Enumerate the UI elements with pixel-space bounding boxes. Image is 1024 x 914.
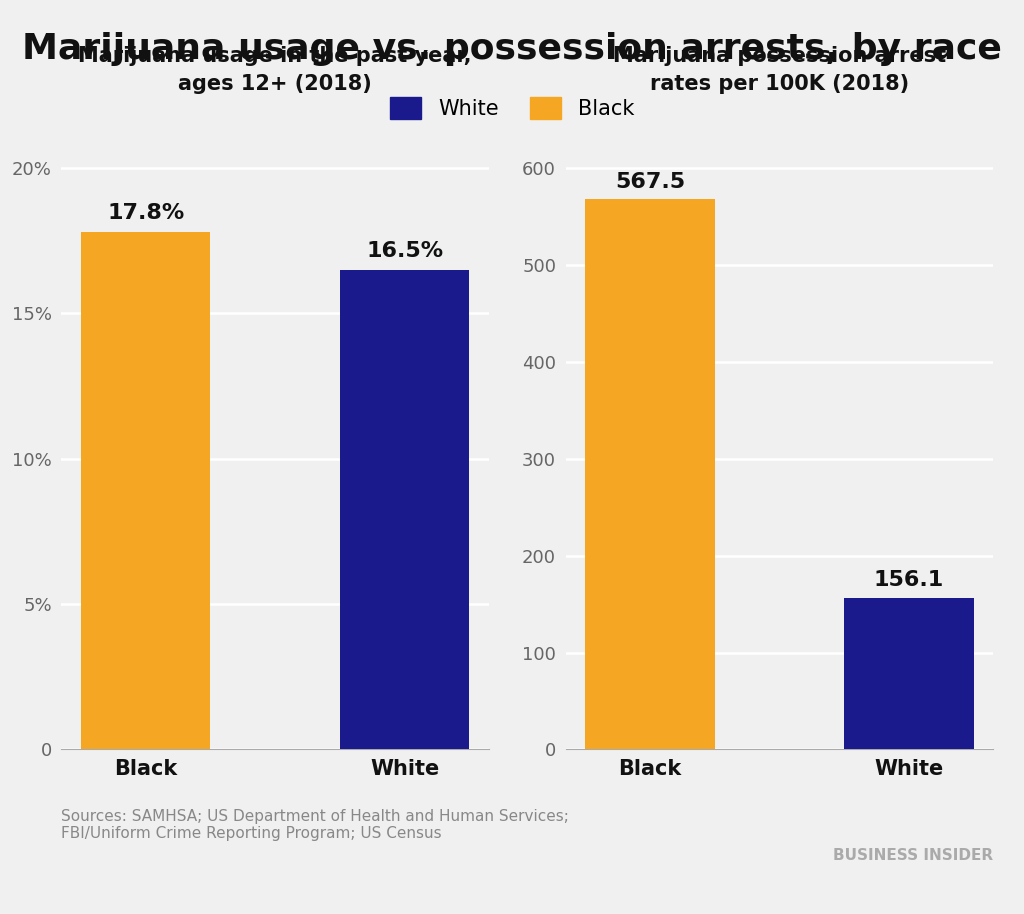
Bar: [586, 199, 715, 749]
Bar: [845, 598, 974, 749]
Legend: White, Black: White, Black: [390, 97, 634, 119]
Title: Marijuana possession arrest
rates per 100K (2018): Marijuana possession arrest rates per 10…: [613, 47, 946, 94]
Title: Marijuana usage in the past year,
ages 12+ (2018): Marijuana usage in the past year, ages 1…: [79, 47, 472, 94]
Text: Marijuana usage vs. possession arrests, by race: Marijuana usage vs. possession arrests, …: [23, 32, 1001, 66]
Bar: [81, 232, 210, 749]
Text: BUSINESS INSIDER: BUSINESS INSIDER: [834, 848, 993, 863]
Text: 156.1: 156.1: [873, 570, 944, 590]
Text: 17.8%: 17.8%: [108, 203, 184, 223]
Bar: [340, 270, 469, 749]
Text: 16.5%: 16.5%: [367, 241, 443, 260]
Text: Sources: SAMHSA; US Department of Health and Human Services;
FBI/Uniform Crime R: Sources: SAMHSA; US Department of Health…: [61, 809, 569, 841]
Text: 567.5: 567.5: [615, 172, 685, 192]
